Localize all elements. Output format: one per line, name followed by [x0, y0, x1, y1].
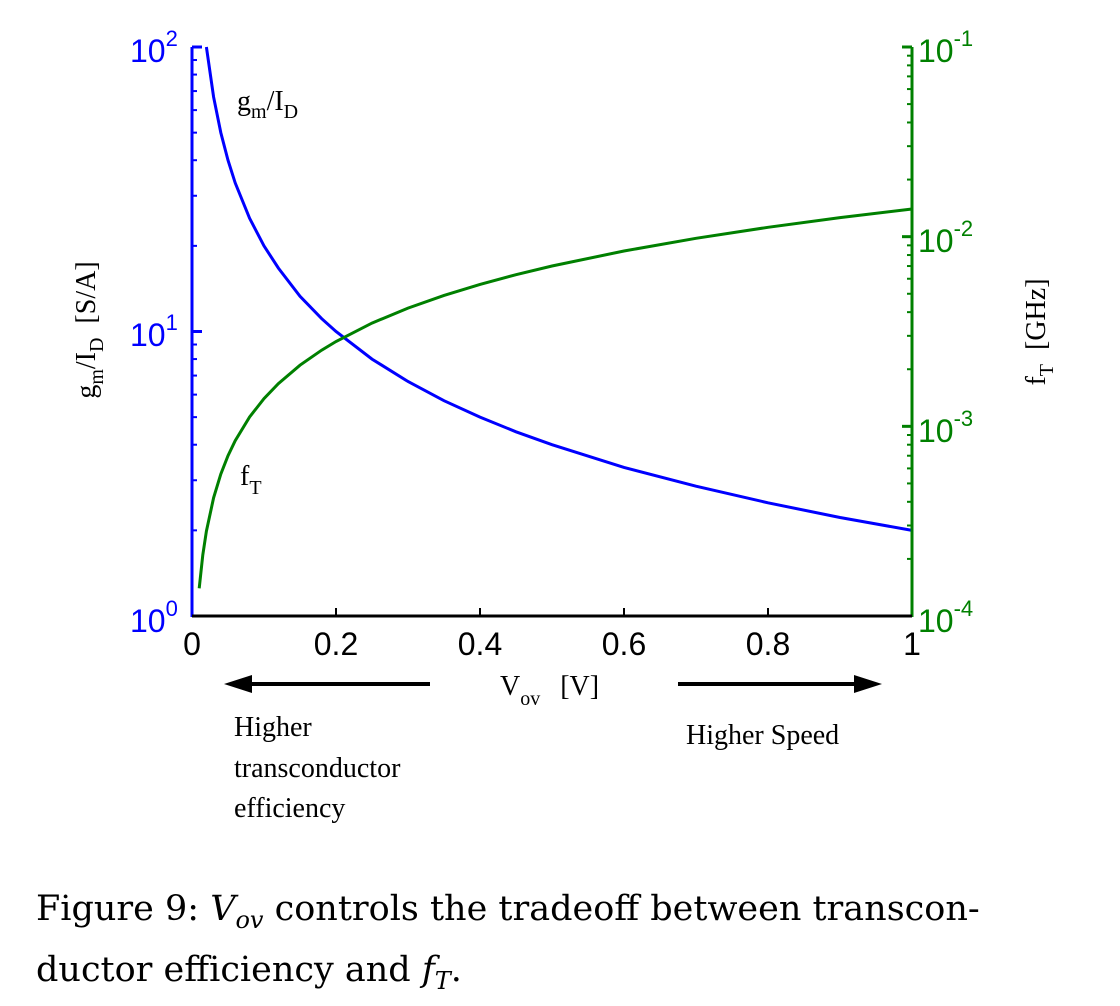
ft-curve-label: fT — [240, 461, 262, 499]
plot-area — [197, 46, 913, 589]
right-y-tick-label: 10-3 — [918, 406, 973, 449]
right-y-tick-label: 10-1 — [918, 26, 973, 69]
x-tick-label: 0.4 — [458, 626, 502, 662]
figure-chart: 0 0.2 0.4 0.6 0.8 1 gm/ID fT 100 101 102 10-4… — [71, 26, 1058, 824]
right-y-axis-title: fT[GHz] — [1021, 278, 1058, 385]
left-y-tick-label: 102 — [130, 26, 178, 69]
gm-id-curve-label: gm/ID — [237, 86, 298, 123]
caption-line-1: Figure 9: Vov controls the tradeoff betw… — [36, 889, 980, 934]
x-tick-label: 0.6 — [602, 626, 646, 662]
left-y-tick-label: 100 — [130, 596, 178, 639]
x-tick-label: 0.8 — [746, 626, 790, 662]
right-arrow — [678, 675, 882, 693]
gm-id-series-line — [204, 46, 913, 532]
axis-ticks: 0 0.2 0.4 0.6 0.8 1 — [183, 45, 921, 662]
left-y-axis-title: gm/ID[S/A] — [71, 261, 108, 398]
caption-line-2: ductor efficiency and fT. — [36, 950, 462, 995]
x-tick-label: 1 — [903, 626, 921, 662]
right-y-tick-label: 10-4 — [918, 596, 973, 639]
x-tick-label: 0.2 — [314, 626, 358, 662]
left-arrow — [224, 675, 430, 693]
x-axis-title: Vov [V] — [500, 671, 599, 710]
figure-caption: Figure 9: Vov controls the tradeoff betw… — [36, 884, 1096, 1006]
ft-series-line — [197, 207, 913, 589]
left-arrow-text-line: efficiency — [234, 793, 345, 824]
left-arrow-text-line: Higher — [234, 712, 312, 743]
right-arrow-text: Higher Speed — [686, 720, 839, 751]
left-arrow-text-line: transconductor — [234, 753, 401, 784]
x-tick-label: 0 — [183, 626, 201, 662]
right-y-tick-label: 10-2 — [918, 216, 973, 259]
left-y-tick-label: 101 — [130, 310, 178, 353]
